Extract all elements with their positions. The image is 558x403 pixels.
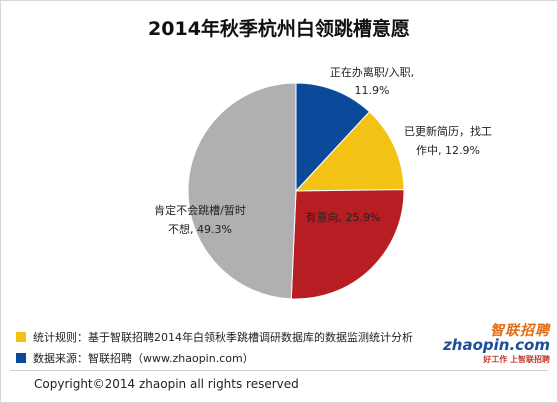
copyright-text: Copyright©2014 zhaopin all rights reserv…	[34, 377, 299, 391]
logo-slogan: 好工作 上智联招聘	[483, 355, 550, 364]
slice-label-3-line2: 不想, 49.3%	[168, 222, 232, 236]
footer-divider	[10, 370, 548, 371]
legend-swatch-blue	[16, 353, 26, 363]
slice-label-1-line2: 作中, 12.9%	[416, 144, 480, 157]
pie-slice-1	[294, 111, 405, 192]
pie-slices	[187, 82, 405, 300]
slice-label-0-line1: 正在办离职/入职,	[330, 65, 414, 79]
logo-en-text: zhaopin.com	[443, 336, 550, 354]
pie-slice-2	[290, 189, 405, 300]
chart-title: 2014年秋季杭州白领跳槽意愿	[148, 18, 410, 40]
zhaopin-logo: 智联招聘 zhaopin.com 好工作 上智联招聘	[443, 320, 552, 366]
legend-item-rule: 统计规则：基于智联招聘2014年白领秋季跳槽调研数据库的数据监测统计分析	[16, 329, 413, 345]
slice-label-3-line1: 肯定不会跳槽/暂时	[154, 203, 246, 217]
slice-label-2-line1: 有意向, 25.9%	[306, 210, 381, 224]
slice-label-1-line1: 已更新简历，找工	[404, 124, 492, 138]
pie-slice-0	[295, 82, 371, 193]
legend-item-source: 数据来源：智联招聘（www.zhaopin.com）	[16, 350, 254, 366]
legend-swatch-yellow	[16, 332, 26, 342]
legend-text-source: 数据来源：智联招聘（www.zhaopin.com）	[33, 352, 254, 365]
logo-cn-text: 智联招聘	[490, 323, 550, 339]
pie-slice-3	[187, 82, 297, 300]
legend-text-rule: 统计规则：基于智联招聘2014年白领秋季跳槽调研数据库的数据监测统计分析	[33, 331, 413, 344]
slice-label-0-line2: 11.9%	[355, 84, 390, 97]
